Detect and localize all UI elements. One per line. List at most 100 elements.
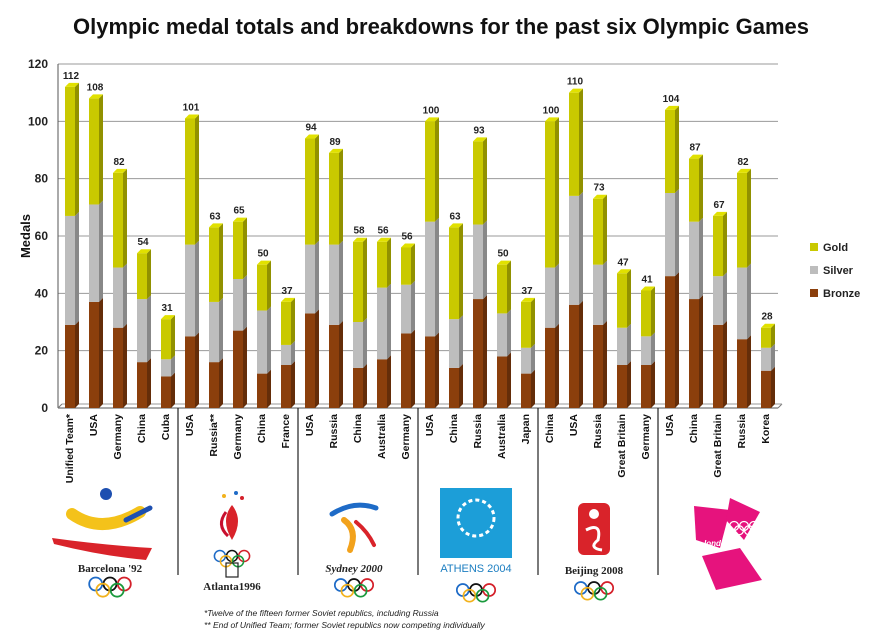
bar-side-silver — [171, 355, 175, 377]
games-logos: Barcelona '92 Atlanta1996 Sydney 2000 ATHEN… — [52, 488, 762, 603]
logo-shape — [341, 517, 356, 553]
bar-side-bronze — [483, 295, 487, 408]
value-label: 112 — [63, 71, 80, 82]
bar-silver — [641, 336, 651, 365]
bar-side-silver — [243, 275, 247, 331]
bar-gold — [377, 241, 387, 288]
bar-side-silver — [75, 211, 79, 325]
logo-shape — [585, 526, 603, 552]
bar-side-bronze — [99, 297, 103, 408]
bar-bronze — [737, 339, 747, 408]
value-label: 54 — [137, 237, 149, 248]
category-labels: Unified Team* USA Germany China Cuba USA Russi… — [64, 413, 772, 483]
bar-top — [689, 154, 703, 159]
bar-side-gold — [339, 148, 343, 245]
olympic-ring — [353, 583, 368, 598]
value-label: 94 — [305, 123, 317, 134]
bar-side-gold — [219, 223, 223, 302]
bar-side-gold — [315, 134, 319, 245]
bar-top — [665, 105, 679, 110]
bar-bronze — [185, 336, 195, 408]
category-label: Korea — [760, 414, 772, 444]
value-label: 63 — [449, 211, 461, 222]
bar-side-gold — [747, 168, 751, 268]
bar-gold — [185, 118, 195, 245]
bar-side-gold — [147, 249, 151, 300]
logo-shape — [225, 562, 239, 578]
bar-side-bronze — [507, 352, 511, 408]
bar-top — [305, 134, 319, 139]
bar-gold — [257, 264, 267, 311]
logo-shape — [123, 505, 153, 523]
bar-side-bronze — [219, 358, 223, 408]
logo-text: Sydney 2000 — [325, 563, 383, 575]
axis-depth — [57, 403, 63, 409]
bar-gold — [401, 247, 411, 285]
bar-side-silver — [675, 189, 679, 277]
value-label: 65 — [233, 206, 245, 217]
bar-side-bronze — [531, 369, 535, 408]
bar-side-gold — [291, 297, 295, 345]
bar-silver — [137, 299, 147, 363]
category-label: France — [280, 414, 292, 449]
bar-gold — [329, 152, 339, 245]
logo-shape — [354, 520, 376, 547]
bar-silver — [257, 310, 267, 374]
logo-text: Atlanta1996 — [203, 581, 261, 593]
bar-gold — [497, 264, 507, 314]
bar-bronze — [641, 365, 651, 408]
bar-side-silver — [627, 323, 631, 365]
bar-gold — [473, 141, 483, 225]
olympic-ring — [743, 525, 755, 536]
bar-top — [737, 168, 751, 173]
footnotes: *Twelve of the fifteen former Soviet rep… — [204, 607, 485, 631]
logo-shape — [702, 548, 762, 590]
bar-side-bronze — [243, 326, 247, 408]
bar-bronze — [473, 299, 483, 408]
bar-silver — [185, 244, 195, 337]
bar-side-silver — [459, 315, 463, 368]
value-label: 28 — [761, 312, 773, 323]
bar-side-bronze — [123, 323, 127, 408]
bar-side-gold — [363, 237, 367, 322]
bar-top — [545, 117, 559, 122]
bar-bronze — [305, 313, 315, 408]
bar-top — [449, 223, 463, 228]
bar-top — [209, 223, 223, 228]
bar-silver — [89, 204, 99, 302]
bar-silver — [425, 221, 435, 337]
bar-side-silver — [315, 240, 319, 314]
bar-side-gold — [507, 260, 511, 314]
axis-depth — [777, 403, 783, 409]
axes: 0 20 40 60 80 100 120 Medals — [18, 57, 783, 575]
bar-top — [593, 194, 607, 199]
bar-side-silver — [123, 263, 127, 328]
bar-side-gold — [651, 286, 655, 337]
olympic-ring — [340, 583, 355, 598]
bar-top — [473, 137, 487, 142]
category-label: USA — [424, 414, 436, 437]
bar-side-bronze — [699, 295, 703, 408]
value-labels: 112 108 82 54 31 101 63 65 50 37 94 89 58 56 56 100 63 93… — [63, 71, 773, 323]
barcelona-logo: Barcelona '92 — [52, 488, 153, 598]
bar-silver — [113, 267, 123, 328]
bar-side-silver — [411, 280, 415, 334]
logo-shape — [329, 502, 379, 517]
bar-bronze — [401, 333, 411, 408]
bar-top — [617, 269, 631, 274]
bar-bronze — [713, 324, 723, 408]
bar-silver — [281, 344, 291, 365]
bar-top — [65, 82, 79, 87]
category-label: Cuba — [160, 414, 172, 440]
value-label: 93 — [473, 125, 485, 136]
logo-shape — [220, 511, 230, 538]
bar-gold — [569, 92, 579, 196]
bar-side-bronze — [723, 320, 727, 408]
bar-silver — [593, 264, 603, 325]
bar-side-bronze — [435, 332, 439, 408]
logo-shape — [240, 496, 244, 500]
bar-silver — [161, 359, 171, 377]
bar-side-bronze — [771, 366, 775, 408]
bar-side-bronze — [627, 361, 631, 408]
value-label: 56 — [377, 226, 389, 237]
